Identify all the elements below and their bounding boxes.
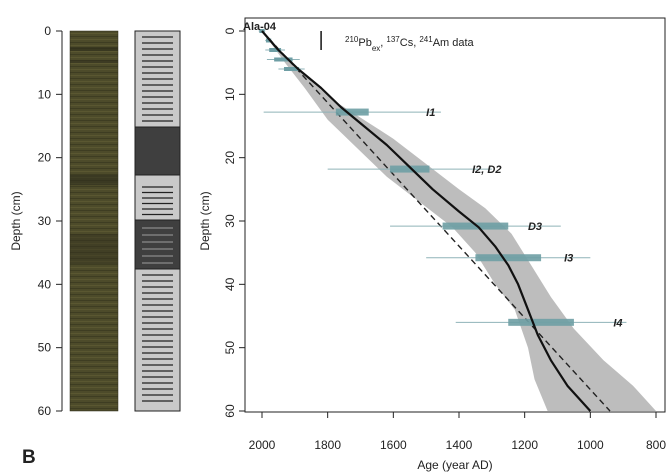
depth-axis-label: Depth (cm)	[198, 191, 212, 250]
age-tick-label: 1400	[446, 438, 473, 452]
depth-tick-label: 10	[223, 87, 237, 101]
depth-tick-label: 50	[223, 341, 237, 355]
age-model-line	[261, 30, 592, 412]
annotation-part: 241	[419, 35, 433, 44]
radiometric-point	[283, 67, 300, 71]
event-label: I2, D2	[472, 164, 501, 176]
annotation-part: 137	[386, 35, 400, 44]
dark-unit-lower	[134, 219, 181, 270]
core-photo	[69, 30, 119, 412]
annotation-part: Pb	[358, 37, 371, 49]
left-tick-label: 20	[38, 151, 52, 165]
age-tick-label: 1600	[380, 438, 407, 452]
age-depth-chart: Ala-04 210Pbex, 137Cs, 241Am data 0 10 20 3…	[198, 17, 666, 472]
event-label: I4	[613, 317, 622, 329]
event-error-1sigma	[508, 318, 574, 326]
age-axis: 2000 1800 1600 1400 1200 1000 800	[249, 412, 666, 452]
depth-tick-label: 30	[223, 214, 237, 228]
age-tick-label: 1200	[511, 438, 538, 452]
depth-tick-label: 40	[223, 277, 237, 291]
left-tick-label: 0	[44, 24, 51, 38]
annotation-part: ex	[372, 44, 380, 53]
core-panel: 0 10 20 30 40 50 60 Depth (cm)	[9, 24, 181, 418]
annotation-part: Cs,	[400, 37, 420, 49]
event-labels: I1 I2, D2 D3 I3 I4	[426, 107, 622, 329]
core-label: Ala-04	[243, 21, 277, 33]
event-label: D3	[528, 221, 542, 233]
left-tick-label: 30	[38, 214, 52, 228]
radiometric-annotation: 210Pbex, 137Cs, 241Am data	[345, 35, 475, 53]
age-tick-label: 2000	[249, 438, 276, 452]
event-label: I3	[564, 253, 573, 265]
depth-axis: 0 10 20 30 40 50 60	[223, 18, 246, 418]
annotation-part: Am data	[433, 37, 475, 49]
annotation-part: 210	[345, 35, 359, 44]
radiometric-point	[269, 48, 282, 52]
event-error-1sigma	[335, 108, 369, 116]
annotation-part: ,	[380, 37, 386, 49]
event-error-1sigma	[390, 165, 430, 173]
panel-label: B	[22, 447, 36, 468]
left-depth-axis: 0 10 20 30 40 50 60 Depth (cm)	[9, 24, 63, 418]
event-error-1sigma	[475, 254, 542, 262]
lamination-lines	[142, 36, 173, 402]
radiometric-point	[274, 57, 293, 62]
age-axis-label: Age (year AD)	[417, 458, 492, 472]
age-tick-label: 1000	[577, 438, 604, 452]
linear-fit-dashed-line	[261, 30, 611, 412]
radiometric-point	[265, 38, 272, 43]
depth-tick-label: 20	[223, 151, 237, 165]
left-tick-label: 40	[38, 277, 52, 291]
left-tick-label: 10	[38, 87, 52, 101]
age-tick-label: 1800	[314, 438, 341, 452]
age-tick-label: 800	[646, 438, 666, 452]
dark-unit-upper	[134, 126, 181, 176]
depth-tick-label: 0	[223, 27, 237, 34]
left-depth-axis-label: Depth (cm)	[9, 191, 23, 250]
event-label: I1	[426, 107, 435, 119]
depth-tick-label: 60	[223, 404, 237, 418]
left-tick-label: 50	[38, 341, 52, 355]
left-tick-label: 60	[38, 404, 52, 418]
confidence-envelope	[262, 31, 656, 411]
lithology-log	[134, 30, 181, 412]
